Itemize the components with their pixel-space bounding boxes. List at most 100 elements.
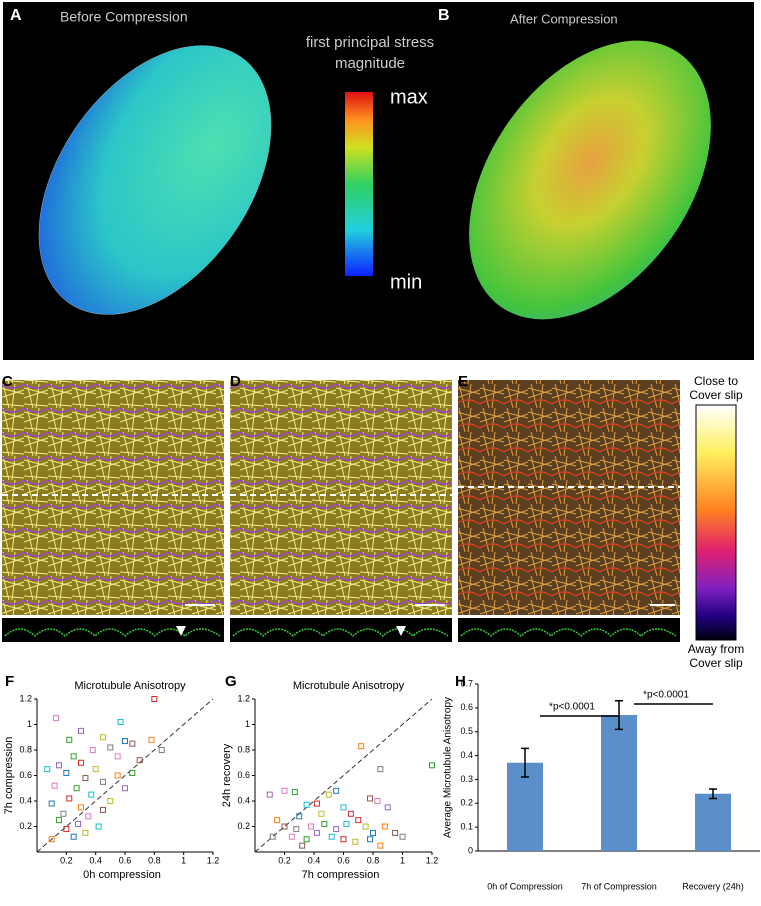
point: [340, 804, 347, 811]
depth-legend-bottom: Cover slip: [689, 656, 743, 670]
point: [107, 798, 114, 804]
point: [274, 817, 281, 824]
point: [296, 813, 303, 820]
panel-title: After Compression: [510, 11, 618, 26]
point: [281, 787, 288, 794]
point: [63, 826, 70, 833]
y-tick-label: 0.1: [460, 822, 473, 832]
point: [384, 804, 391, 811]
panel-label: G: [225, 673, 237, 690]
point: [347, 810, 354, 817]
point: [343, 820, 350, 827]
section-line: [2, 486, 680, 496]
y-axis-label: 24h recovery: [221, 743, 233, 807]
y-tick-label: 0.8: [19, 744, 32, 754]
point: [299, 842, 306, 849]
point: [44, 766, 51, 773]
point: [362, 823, 369, 830]
error-bar: [521, 747, 529, 778]
depth-legend-bottom: Away from: [688, 642, 744, 656]
y-axis-label: Average Microtubule Anisotropy: [443, 697, 454, 838]
y-tick-label: 1.2: [237, 693, 250, 703]
x-tick-label: 0.6: [119, 855, 132, 865]
point: [333, 787, 340, 794]
point: [308, 823, 315, 830]
x-tick-label: 0h of Compression: [487, 881, 563, 891]
x-tick-label: 7h of Compression: [581, 881, 657, 891]
micrographs: [2, 380, 737, 642]
point: [66, 736, 73, 743]
y-tick-label: 0.2: [460, 798, 473, 808]
panel-label: H: [455, 673, 466, 690]
point: [321, 820, 328, 827]
point: [340, 836, 347, 843]
legend-max: max: [390, 86, 428, 108]
point: [122, 738, 128, 745]
point: [70, 833, 77, 840]
point: [56, 817, 62, 824]
point: [88, 791, 95, 798]
micrograph-d: [230, 380, 452, 615]
point: [367, 795, 374, 802]
x-tick-label: 0.6: [337, 855, 350, 865]
point: [78, 727, 84, 734]
x-tick-label: 0.2: [60, 855, 73, 865]
panel-label: F: [5, 673, 14, 690]
point: [70, 753, 77, 760]
point: [313, 800, 320, 807]
point: [66, 795, 73, 802]
y-tick-label: 0.4: [19, 795, 32, 805]
point: [56, 762, 62, 769]
point: [100, 734, 106, 741]
point: [318, 810, 325, 817]
panel-label: D: [230, 373, 241, 390]
point: [114, 772, 121, 779]
point: [151, 696, 158, 702]
point: [122, 785, 128, 792]
point: [63, 769, 70, 776]
x-tick-label: 1.2: [207, 855, 220, 865]
point: [78, 759, 84, 766]
x-tick-label: 0.4: [89, 855, 102, 865]
point: [377, 842, 384, 849]
y-tick-label: 0.6: [237, 770, 250, 780]
x-axis-label: 7h compression: [302, 869, 380, 881]
y-tick-label: 0.2: [237, 821, 250, 831]
panel-label: A: [10, 7, 22, 24]
error-bar: [709, 788, 717, 800]
point: [325, 791, 332, 798]
point: [370, 829, 376, 836]
point: [75, 820, 82, 827]
y-tick-label: 0.5: [460, 726, 473, 736]
point: [48, 800, 55, 807]
point: [291, 789, 298, 796]
point: [107, 744, 114, 751]
point: [303, 801, 310, 808]
y-tick-label: 0: [468, 845, 473, 855]
depth-colorbar: [695, 404, 737, 641]
annotation: *p<0.0001: [643, 690, 689, 701]
diagonal: [36, 698, 214, 853]
x-tick-label: Recovery (24h): [682, 881, 744, 891]
point: [358, 743, 365, 750]
bar: [695, 793, 731, 851]
bar: [601, 715, 637, 851]
point: [129, 740, 136, 747]
y-tick-label: 1: [245, 719, 250, 729]
point: [367, 836, 374, 843]
point: [399, 833, 406, 840]
point: [158, 747, 165, 753]
micrograph-c: [2, 380, 224, 615]
point: [129, 769, 136, 776]
y-tick-label: 0.3: [460, 774, 473, 784]
cell-outline: [4, 628, 677, 638]
point: [355, 817, 362, 824]
legend-title: first principal stress: [306, 34, 434, 51]
panel-label: E: [458, 373, 468, 390]
chart-title: Microtubule Anisotropy: [74, 680, 186, 692]
micrograph-e: [458, 380, 680, 615]
depth-legend-top: Close to: [694, 374, 738, 388]
point: [114, 753, 121, 760]
panel-label: B: [438, 7, 450, 24]
